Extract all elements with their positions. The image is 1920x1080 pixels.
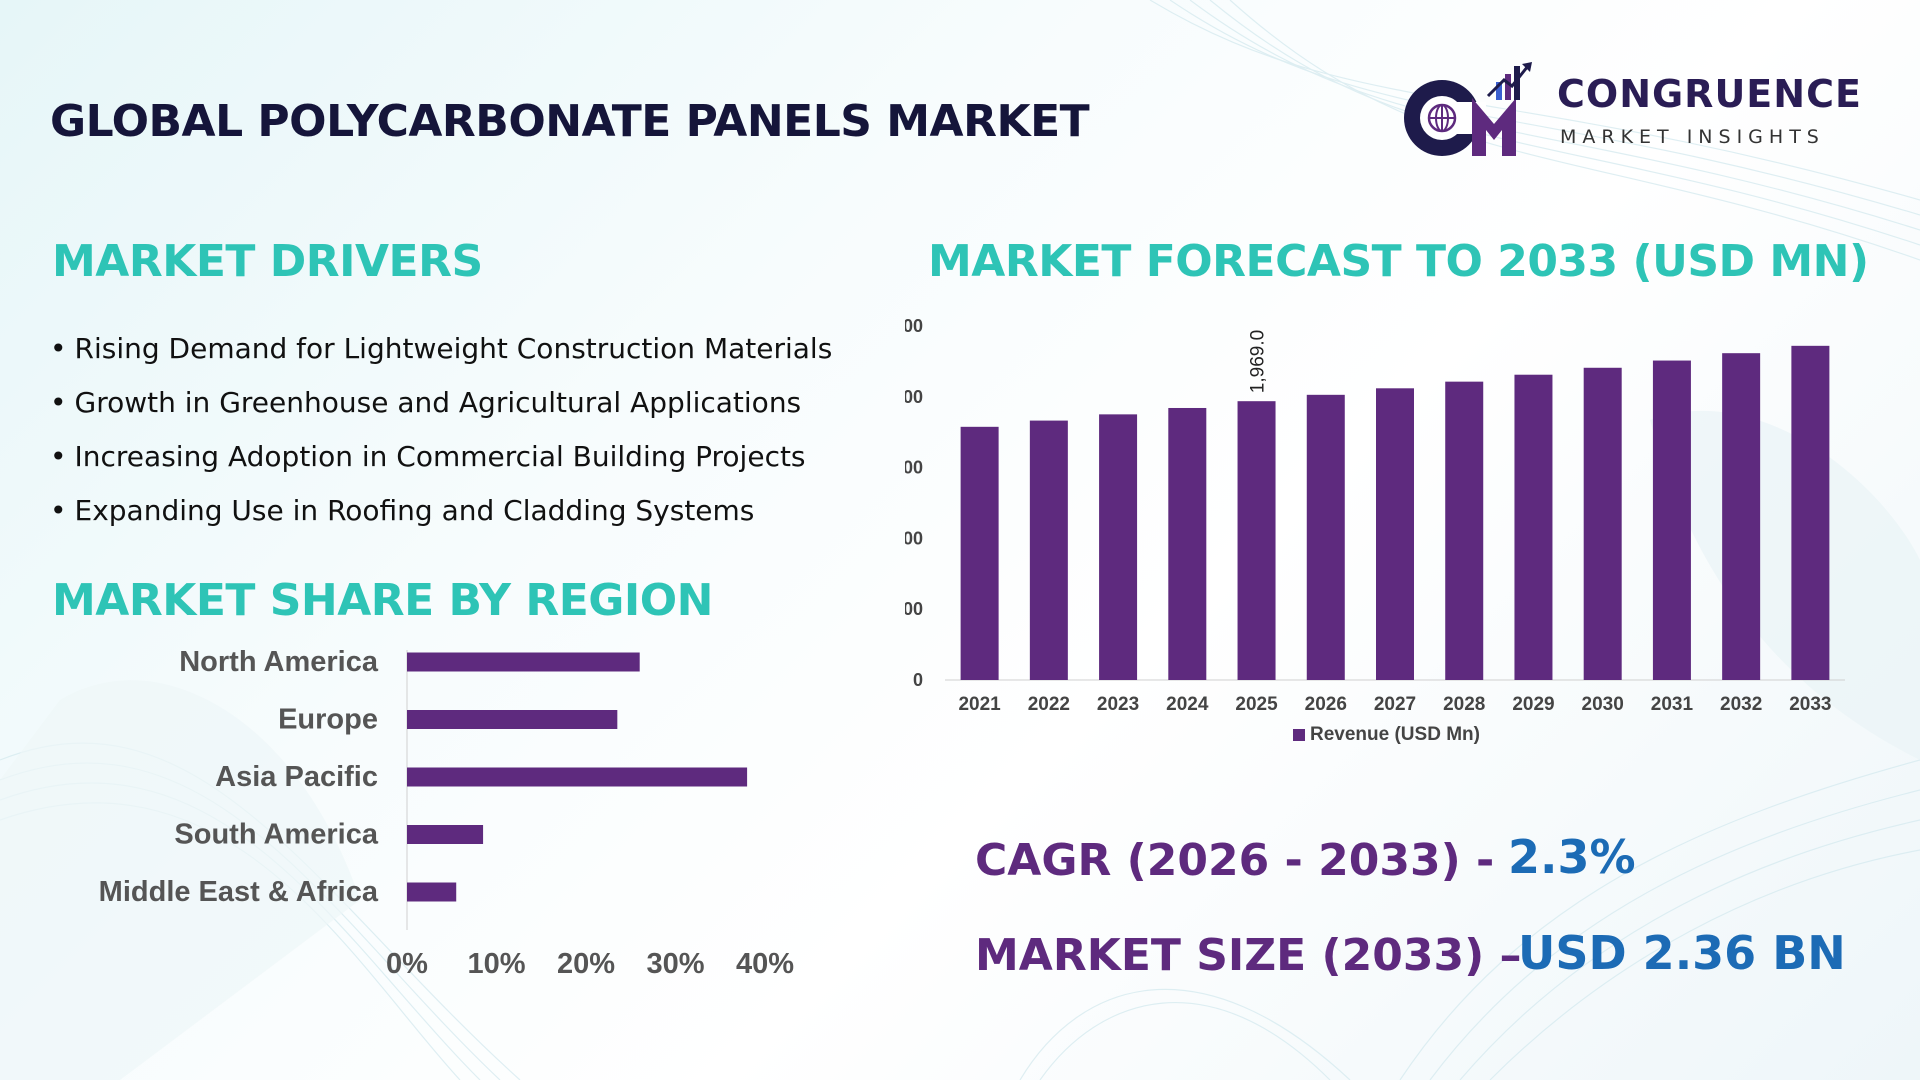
category-label: Middle East & Africa (99, 876, 379, 908)
bar (1168, 407, 1207, 680)
tick-label: 2033 (1789, 694, 1831, 715)
drivers-list: • Rising Demand for Lightweight Construct… (50, 322, 832, 538)
driver-text: Increasing Adoption in Commercial Buildi… (74, 440, 806, 473)
bar (1791, 345, 1830, 680)
bullet-icon: • (50, 440, 67, 473)
cagr-label: CAGR (2026 - 2033) - (975, 835, 1495, 886)
driver-text: Expanding Use in Roofing and Cladding Sy… (74, 494, 755, 527)
tick-label: 20% (557, 948, 615, 980)
list-item: • Increasing Adoption in Commercial Build… (50, 430, 832, 484)
region-title: MARKET SHARE BY REGION (52, 575, 714, 626)
bar (407, 882, 457, 902)
tick-label: 2032 (1720, 694, 1762, 715)
tick-label: 1500 (905, 458, 923, 478)
tick-label: 0 (913, 670, 923, 690)
tick-label: 2029 (1512, 694, 1554, 715)
tick-label: 2024 (1166, 694, 1209, 715)
category-label: Europe (278, 704, 378, 736)
forecast-title: MARKET FORECAST TO 2033 (USD MN) (928, 236, 1869, 287)
tick-label: 30% (646, 948, 704, 980)
bullet-icon: • (50, 494, 67, 527)
driver-text: Growth in Greenhouse and Agricultural Ap… (74, 386, 802, 419)
tick-label: 2031 (1651, 694, 1694, 715)
bar (407, 652, 640, 672)
legend-label: Revenue (USD Mn) (1310, 724, 1480, 745)
tick-label: 2000 (905, 387, 923, 407)
bar (1306, 394, 1345, 680)
tick-label: 2022 (1028, 694, 1070, 715)
tick-label: 10% (467, 948, 525, 980)
tick-label: 2500 (905, 316, 923, 336)
category-label: South America (174, 819, 378, 851)
data-label: 1,969.0 (1248, 330, 1269, 393)
cagr-value: 2.3% (1508, 830, 1636, 884)
tick-label: 1000 (905, 528, 923, 548)
logo-mark-icon (1404, 62, 1532, 156)
company-logo: CONGRUENCE MARKET INSIGHTS (1400, 52, 1870, 162)
tick-label: 2025 (1235, 694, 1278, 715)
bar (1445, 381, 1484, 680)
tick-label: 2026 (1305, 694, 1347, 715)
bar (407, 767, 748, 787)
list-item: • Expanding Use in Roofing and Cladding S… (50, 484, 832, 538)
region-share-chart: North America Europe Asia Pacific South Ame… (99, 646, 795, 980)
bar (1029, 420, 1068, 680)
bar (1376, 388, 1414, 680)
list-item: • Rising Demand for Lightweight Construct… (50, 322, 832, 376)
bar (1099, 414, 1138, 680)
bar (1514, 374, 1553, 680)
tick-label: 2023 (1097, 694, 1139, 715)
tick-label: 2030 (1582, 694, 1624, 715)
bullet-icon: • (50, 332, 67, 365)
drivers-title: MARKET DRIVERS (52, 236, 483, 287)
bar (1722, 353, 1761, 680)
category-label: North America (179, 646, 379, 678)
legend-swatch (1293, 729, 1305, 741)
category-label: Asia Pacific (215, 761, 378, 793)
tick-label: 2028 (1443, 694, 1485, 715)
tick-label: 2027 (1374, 694, 1416, 715)
bar (1583, 367, 1622, 680)
logo-name: CONGRUENCE (1557, 72, 1862, 116)
list-item: • Growth in Greenhouse and Agricultural A… (50, 376, 832, 430)
tick-label: 2021 (958, 694, 1001, 715)
logo-tagline: MARKET INSIGHTS (1560, 126, 1825, 148)
market-size-label: MARKET SIZE (2033) – (975, 930, 1522, 981)
bar (407, 710, 618, 729)
bar (960, 426, 999, 680)
bar (407, 825, 484, 844)
bar (1237, 401, 1276, 680)
forecast-chart: 0 500 1000 1500 2000 2500 2021 2022 2023 2024 2025… (905, 316, 1845, 745)
tick-label: 500 (905, 599, 923, 619)
market-size-value: USD 2.36 BN (1518, 926, 1846, 980)
bullet-icon: • (50, 386, 67, 419)
tick-label: 0% (386, 948, 428, 980)
driver-text: Rising Demand for Lightweight Constructi… (74, 332, 833, 365)
tick-label: 40% (736, 948, 794, 980)
bar (1652, 360, 1691, 680)
page-title: GLOBAL POLYCARBONATE PANELS MARKET (50, 96, 1090, 147)
